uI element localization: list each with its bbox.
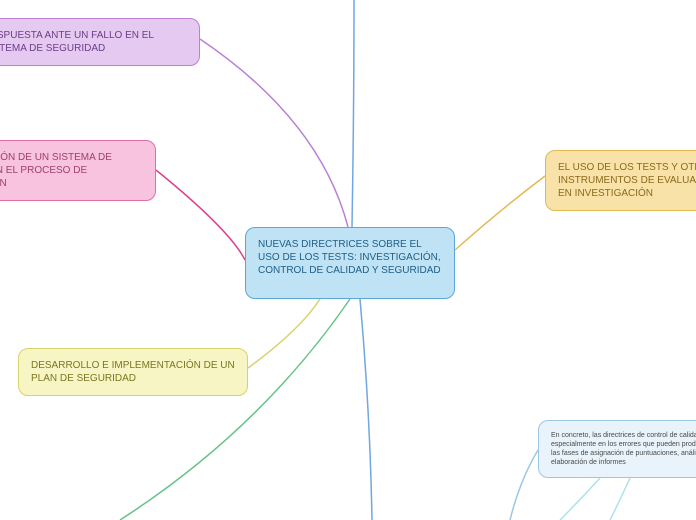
node-n3[interactable]: DESARROLLO E IMPLEMENTACIÓN DE UN PLAN D… [18, 348, 248, 396]
edge [248, 299, 320, 368]
edge [120, 299, 350, 520]
edge [352, 0, 354, 227]
node-n2[interactable]: ELABORACIÓN DE UN SISTEMA DE CALIDAD EN … [0, 140, 156, 201]
node-n5[interactable]: EL USO DE LOS TESTS Y OTROS INSTRUMENTOS… [545, 150, 696, 211]
node-n6[interactable]: En concreto, las directrices de control … [538, 420, 696, 478]
node-n1[interactable]: RESPUESTA ANTE UN FALLO EN EL SISTEMA DE… [0, 18, 200, 66]
edge [200, 39, 348, 227]
edge [455, 176, 545, 250]
edge [156, 170, 245, 260]
center-node[interactable]: NUEVAS DIRECTRICES SOBRE EL USO DE LOS T… [245, 227, 455, 299]
edge [610, 478, 630, 520]
edge [360, 299, 372, 520]
edge [510, 450, 538, 520]
edge [560, 478, 600, 520]
